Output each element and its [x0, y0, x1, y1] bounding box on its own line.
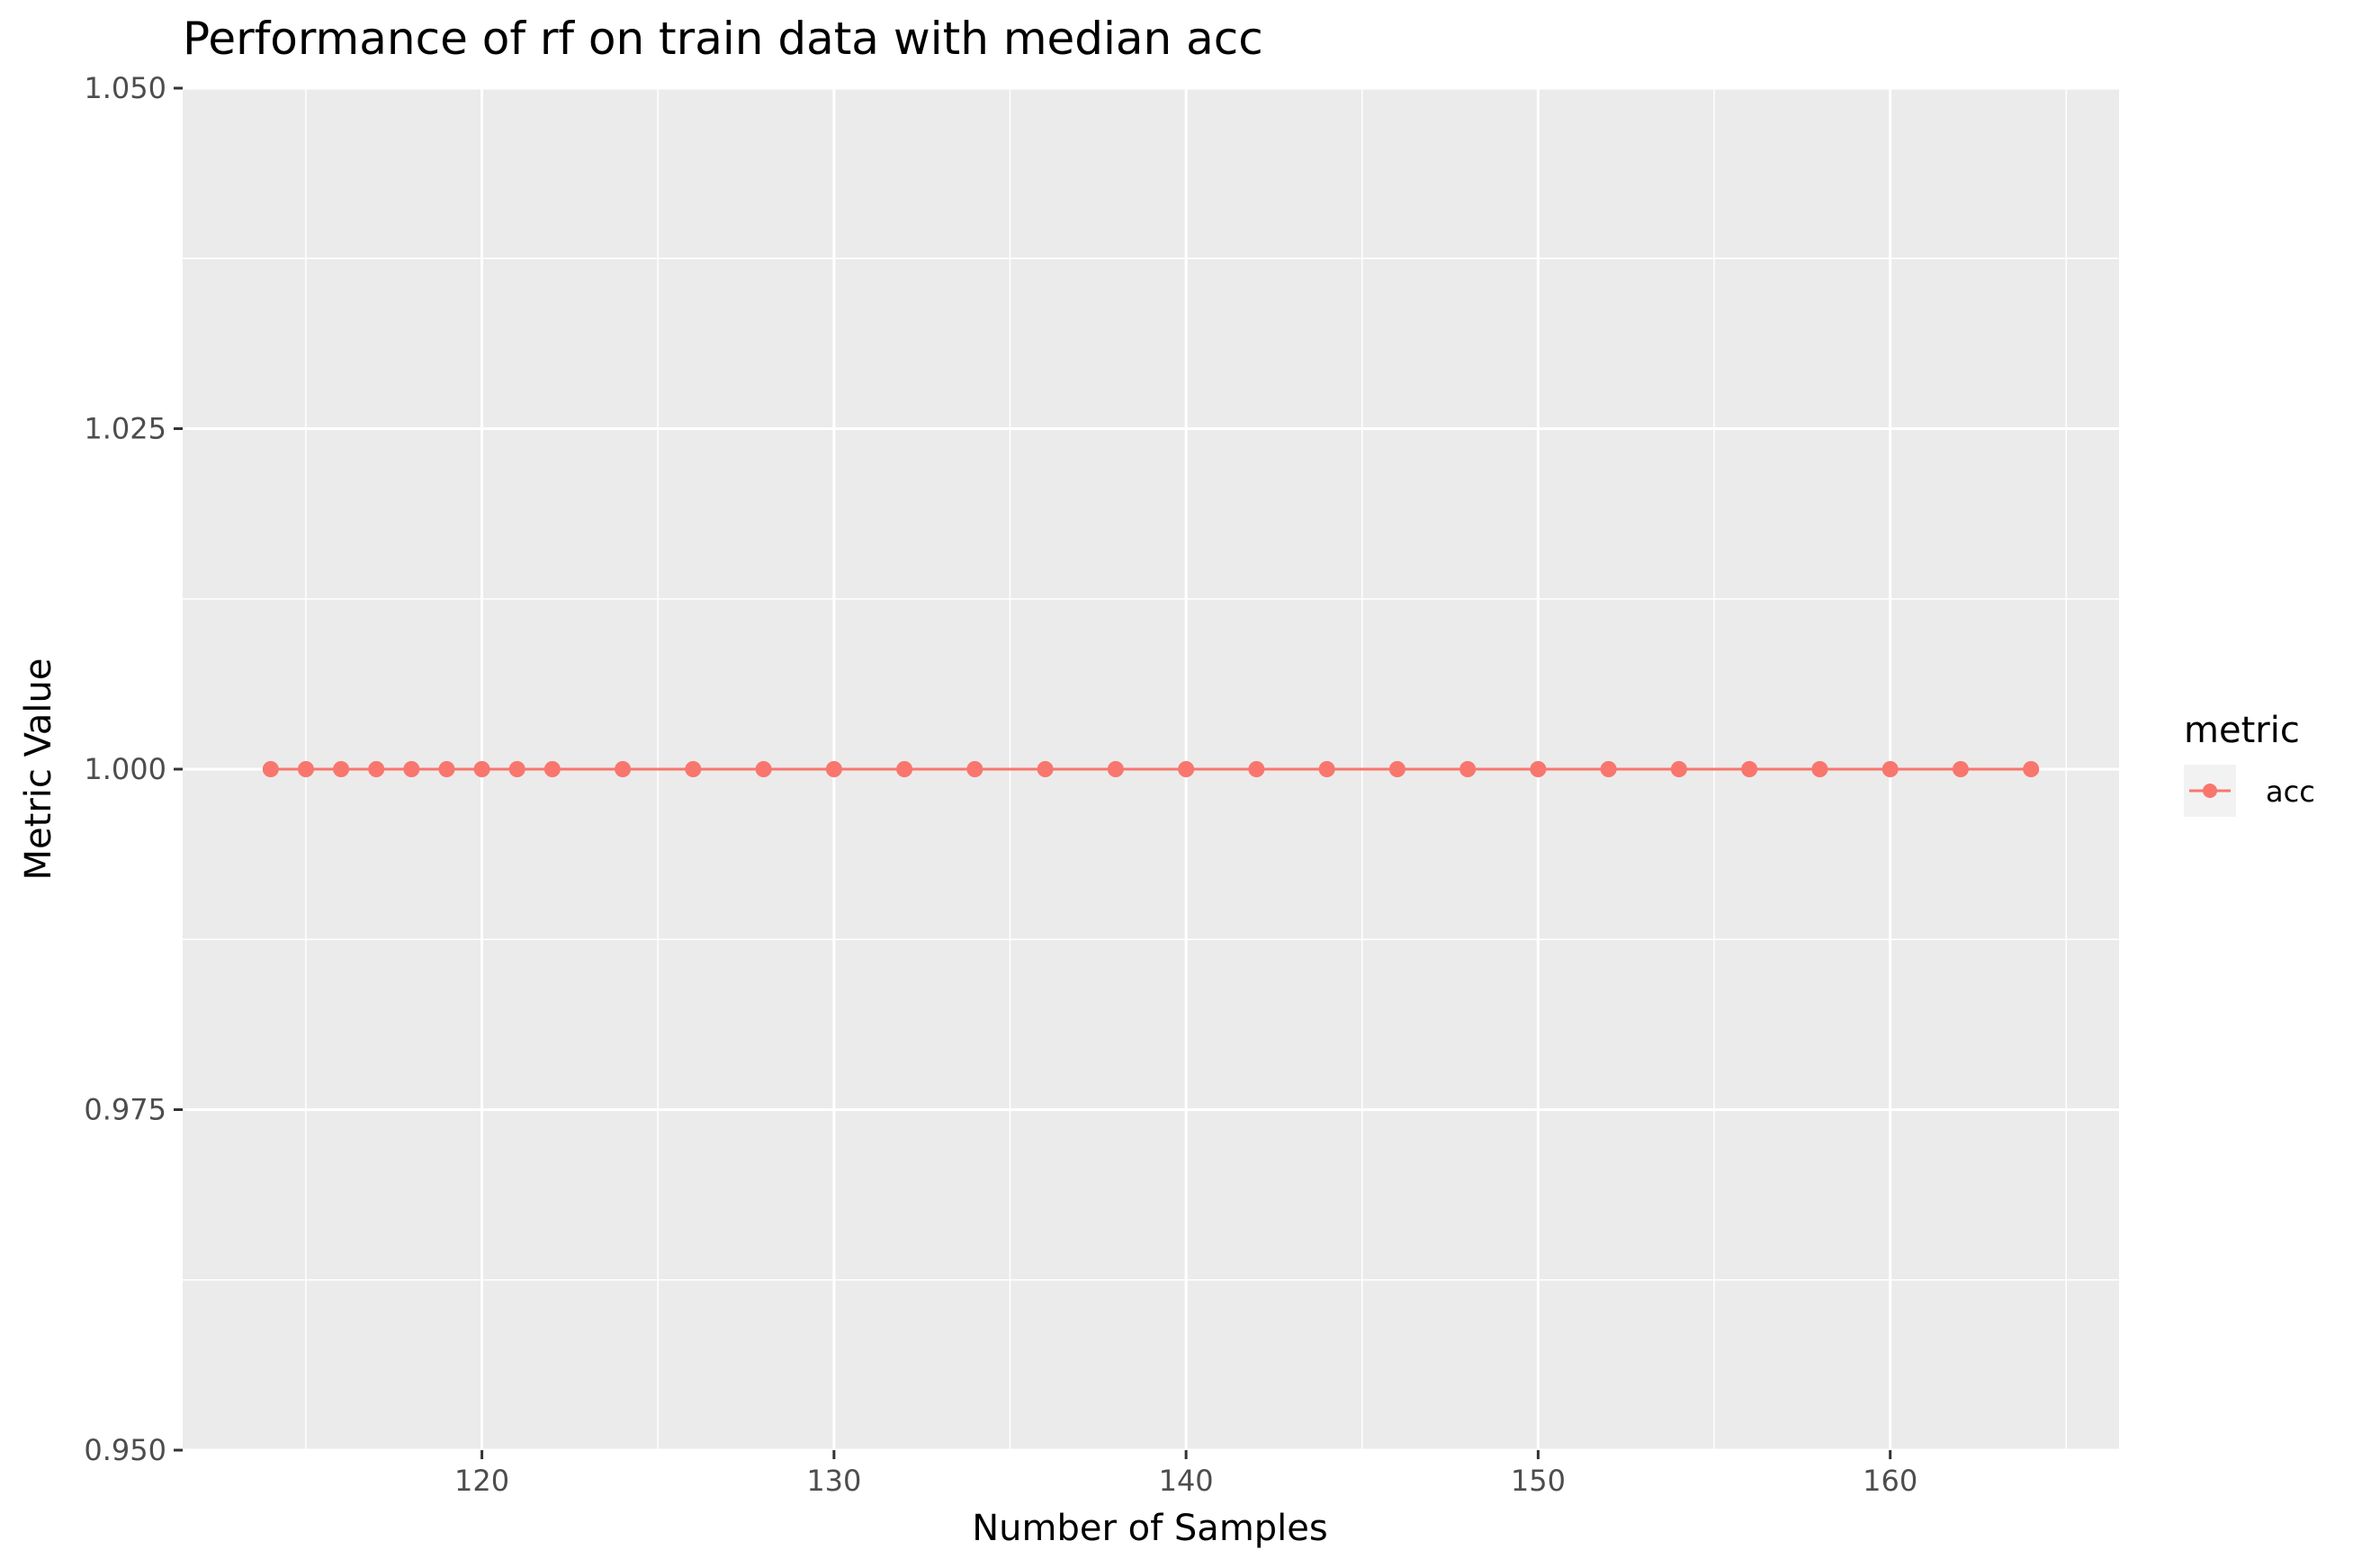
data-point-acc: [1178, 761, 1195, 777]
legend-label-acc: acc: [2266, 775, 2315, 809]
data-point-acc: [333, 761, 350, 777]
data-point-acc: [1459, 761, 1477, 777]
y-tick-label: 1.000: [84, 752, 166, 786]
data-point-acc: [1882, 761, 1899, 777]
data-point-acc: [1318, 761, 1335, 777]
x-tick-label: 160: [1863, 1464, 1917, 1498]
data-point-acc: [403, 761, 420, 777]
data-point-acc: [1741, 761, 1758, 777]
data-point-acc: [1670, 761, 1687, 777]
y-axis-title: Metric Value: [18, 659, 59, 881]
y-tick-label: 0.975: [84, 1093, 166, 1127]
data-point-acc: [755, 761, 772, 777]
data-point-acc: [896, 761, 913, 777]
data-point-acc: [1600, 761, 1617, 777]
x-tick-label: 140: [1159, 1464, 1214, 1498]
x-tick-label: 120: [454, 1464, 509, 1498]
data-point-acc: [615, 761, 632, 777]
legend-key-point: [2203, 784, 2217, 798]
data-point-acc: [1037, 761, 1054, 777]
data-point-acc: [473, 761, 490, 777]
data-point-acc: [1248, 761, 1265, 777]
series-layer: [262, 761, 2040, 777]
legend-title: metric: [2184, 710, 2300, 751]
data-point-acc: [262, 761, 279, 777]
x-tick-label: 150: [1511, 1464, 1566, 1498]
data-point-acc: [1107, 761, 1124, 777]
data-point-acc: [368, 761, 385, 777]
chart-title: Performance of rf on train data with med…: [183, 13, 1263, 65]
data-point-acc: [966, 761, 983, 777]
legend: metric acc: [2184, 710, 2315, 817]
data-point-acc: [685, 761, 702, 777]
y-tick-label: 1.025: [84, 412, 166, 446]
y-tick-label: 0.950: [84, 1433, 166, 1467]
data-point-acc: [508, 761, 525, 777]
data-point-acc: [438, 761, 455, 777]
data-point-acc: [543, 761, 561, 777]
data-point-acc: [1811, 761, 1828, 777]
axes: 120 130 140 150 160 0.950 0.975 1.000 1.025 1.050: [84, 71, 1917, 1498]
x-axis-title: Number of Samples: [972, 1508, 1328, 1549]
data-point-acc: [825, 761, 842, 777]
data-point-acc: [297, 761, 314, 777]
data-point-acc: [1388, 761, 1406, 777]
x-tick-label: 130: [806, 1464, 861, 1498]
data-point-acc: [1952, 761, 1969, 777]
data-point-acc: [2023, 761, 2040, 777]
y-tick-label: 1.050: [84, 71, 166, 105]
data-point-acc: [1530, 761, 1547, 777]
